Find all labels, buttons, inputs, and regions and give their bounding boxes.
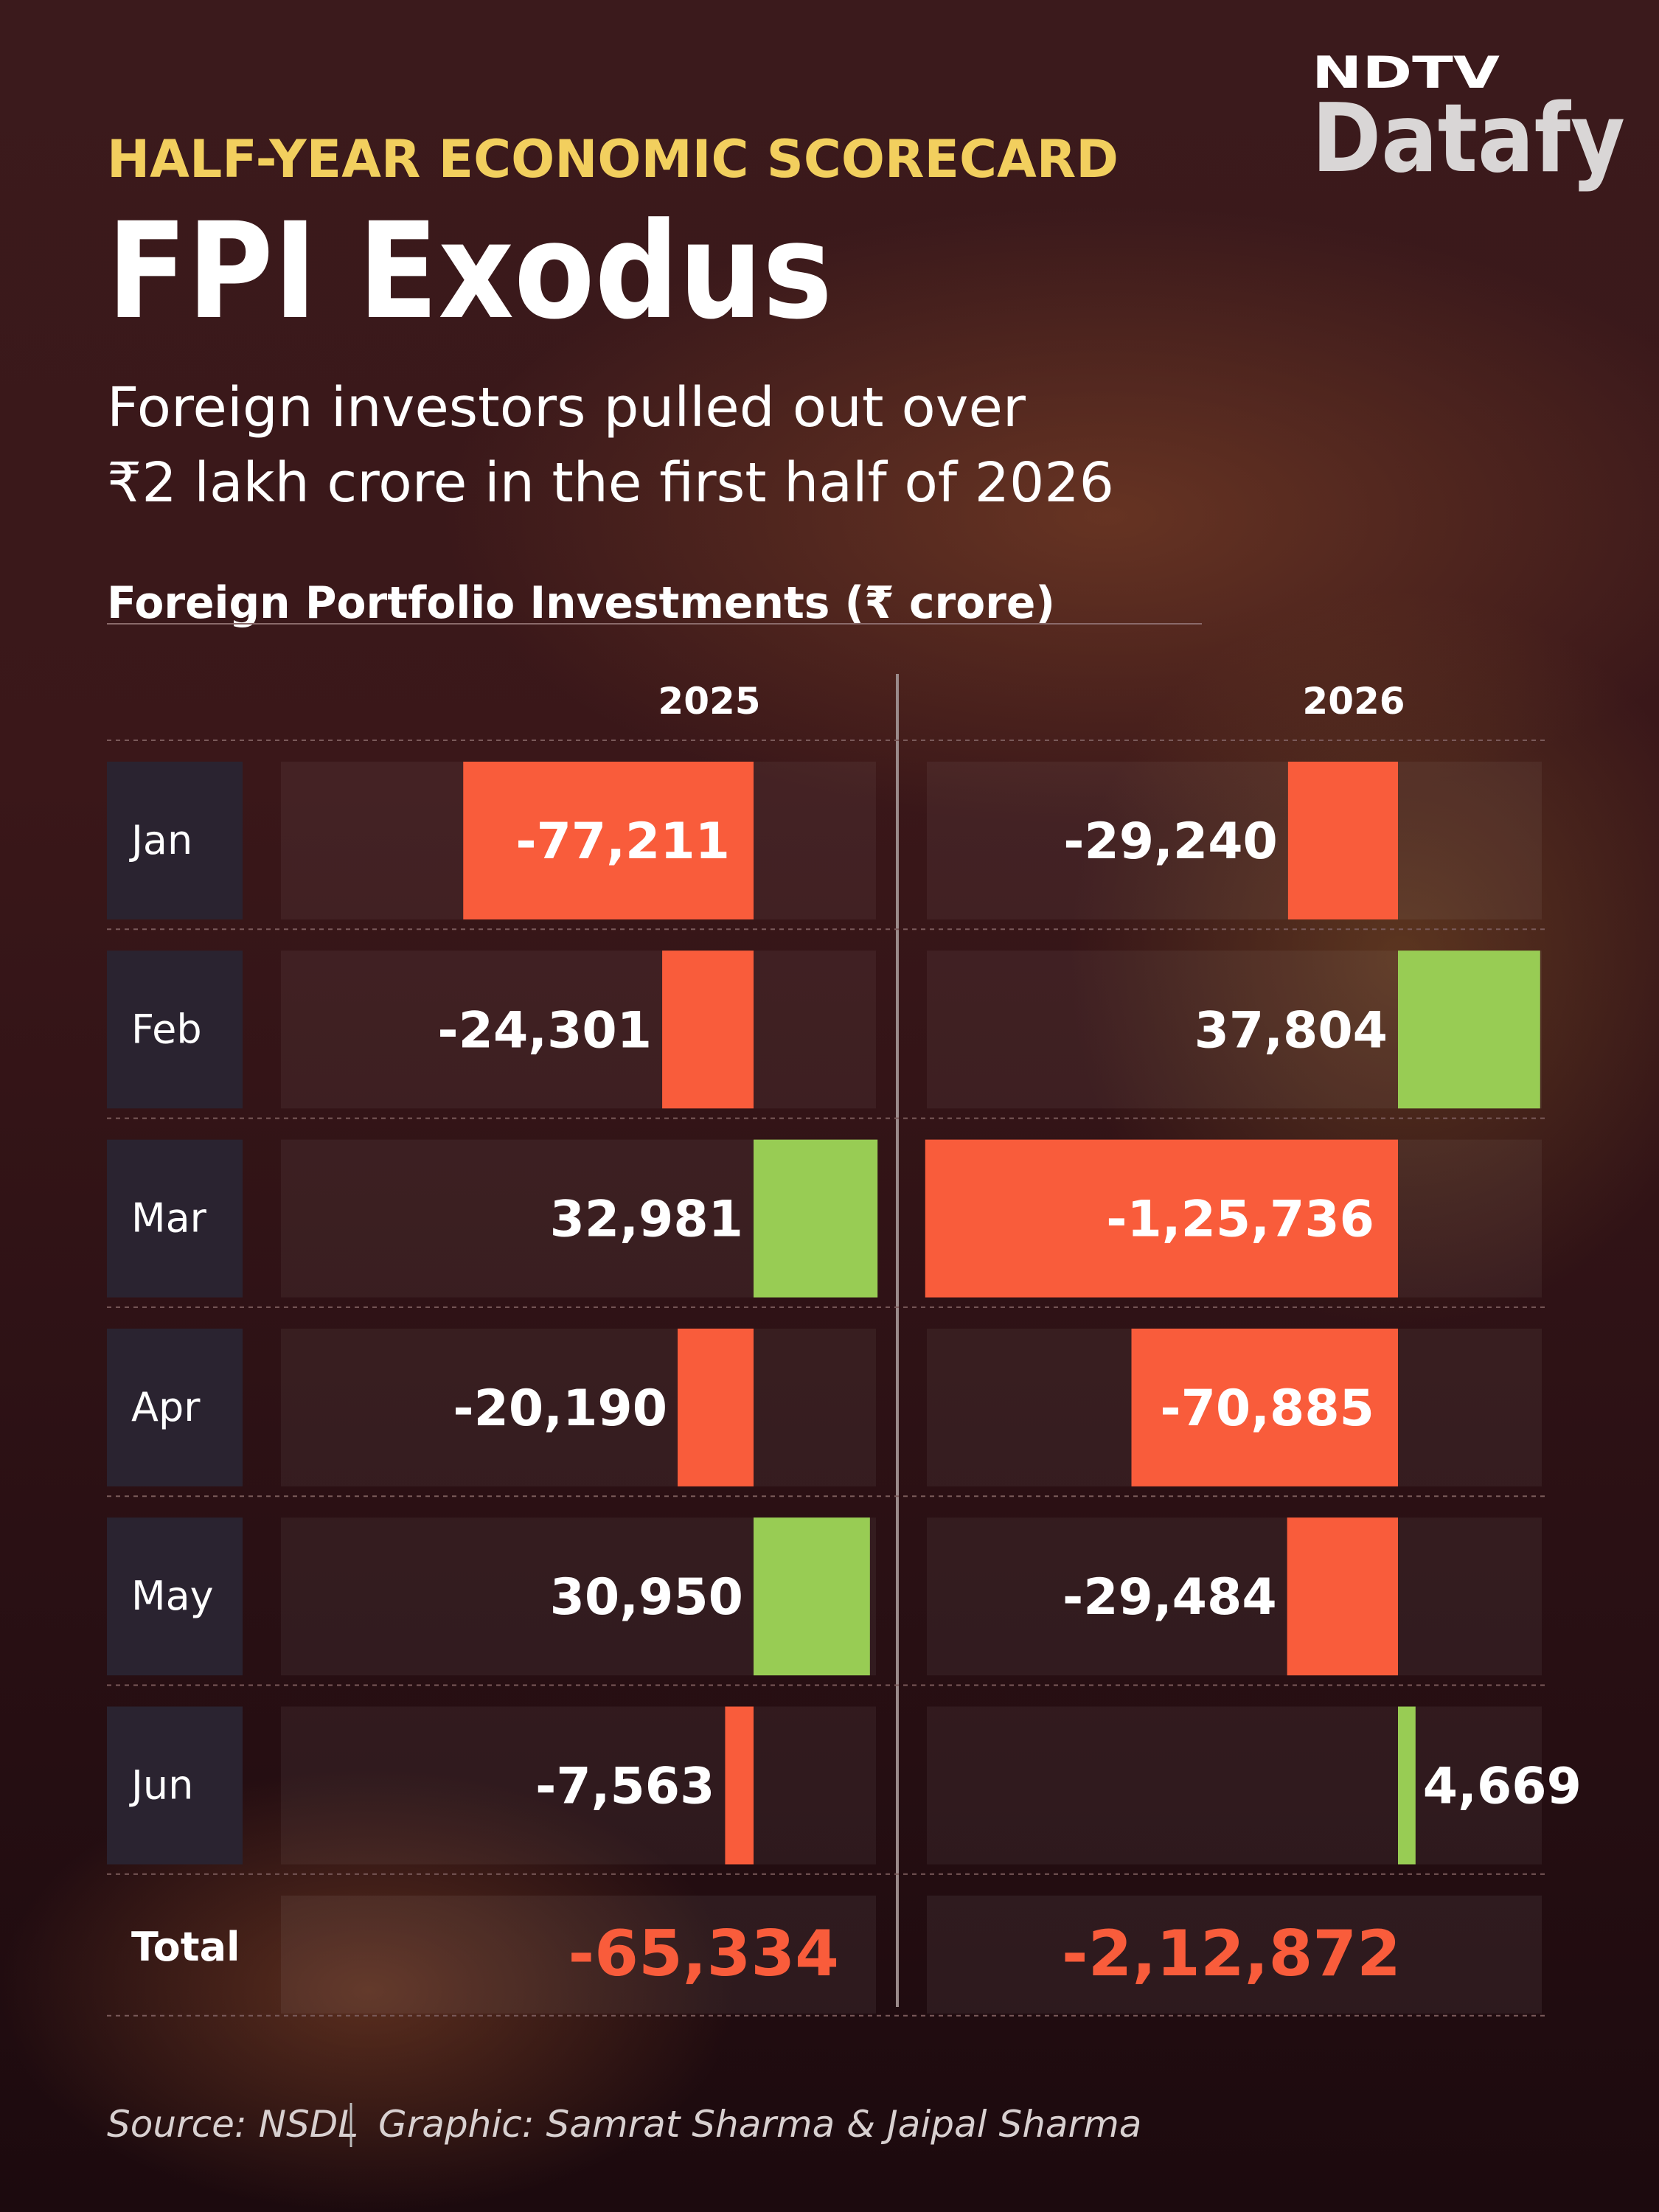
category-label: Feb: [131, 1006, 202, 1052]
panel-bg: [281, 950, 876, 1109]
brand-top: NDTV: [1312, 47, 1500, 99]
bar: [754, 1517, 870, 1676]
subtitle: ₹2 lakh crore in the first half of 2026: [107, 451, 1114, 515]
month-box: [107, 1706, 243, 1865]
category-label: Apr: [131, 1384, 201, 1430]
month-box: [107, 762, 243, 919]
panel-bg: [927, 1895, 1542, 2014]
column-header: 2025: [658, 680, 760, 723]
bar: [662, 950, 754, 1109]
value-label: -7,563: [535, 1758, 714, 1816]
category-label: May: [131, 1573, 214, 1619]
kicker: HALF-YEAR ECONOMIC SCORECARD: [107, 129, 1119, 189]
source: Source: NSDL: [107, 2103, 358, 2146]
subtitle: Foreign investors pulled out over: [107, 376, 1026, 439]
category-label: Jun: [129, 1762, 193, 1809]
bar: [725, 1706, 754, 1865]
bar: [463, 762, 754, 919]
bar: [925, 1139, 1398, 1298]
value-label: -20,190: [453, 1380, 667, 1438]
bar: [754, 1139, 878, 1298]
background-glow: [0, 1770, 737, 2212]
total-value: -65,334: [568, 1917, 839, 1991]
month-box: [107, 1328, 243, 1486]
brand-bottom: Datafy: [1312, 84, 1625, 194]
value-label: -29,240: [1063, 813, 1278, 871]
bar: [1398, 950, 1540, 1109]
value-label: 37,804: [1194, 1001, 1388, 1060]
value-label: -1,25,736: [1106, 1191, 1374, 1249]
bar: [1398, 1706, 1416, 1865]
total-value: -2,12,872: [1062, 1917, 1401, 1991]
month-box: [107, 950, 243, 1109]
panel-bg: [927, 762, 1542, 919]
panel-bg: [927, 1706, 1542, 1865]
value-label: -70,885: [1160, 1380, 1374, 1438]
bar: [1287, 1517, 1398, 1676]
value-label: 4,669: [1423, 1758, 1582, 1816]
value-label: -29,484: [1062, 1568, 1277, 1627]
headline: FPI Exodus: [107, 195, 832, 349]
bar: [678, 1328, 754, 1486]
value-label: 30,950: [550, 1568, 743, 1627]
month-box: [107, 1517, 243, 1676]
panel-bg: [281, 1706, 876, 1865]
chart-title: Foreign Portfolio Investments (₹ crore): [107, 577, 1055, 629]
value-label: -24,301: [437, 1001, 652, 1060]
bar: [1131, 1328, 1398, 1486]
category-label: Mar: [131, 1195, 207, 1242]
panel-bg: [281, 1895, 876, 2014]
panel-bg: [927, 1517, 1542, 1676]
category-label: Jan: [129, 817, 192, 863]
total-row-label: Total: [131, 1924, 240, 1970]
value-label: 32,981: [550, 1191, 743, 1249]
bar: [1287, 762, 1398, 919]
value-label: -77,211: [515, 813, 730, 871]
month-box: [107, 1139, 243, 1298]
panel-bg: [281, 1328, 876, 1486]
column-header: 2026: [1302, 680, 1405, 723]
credit: Graphic: Samrat Sharma & Jaipal Sharma: [378, 2103, 1141, 2146]
